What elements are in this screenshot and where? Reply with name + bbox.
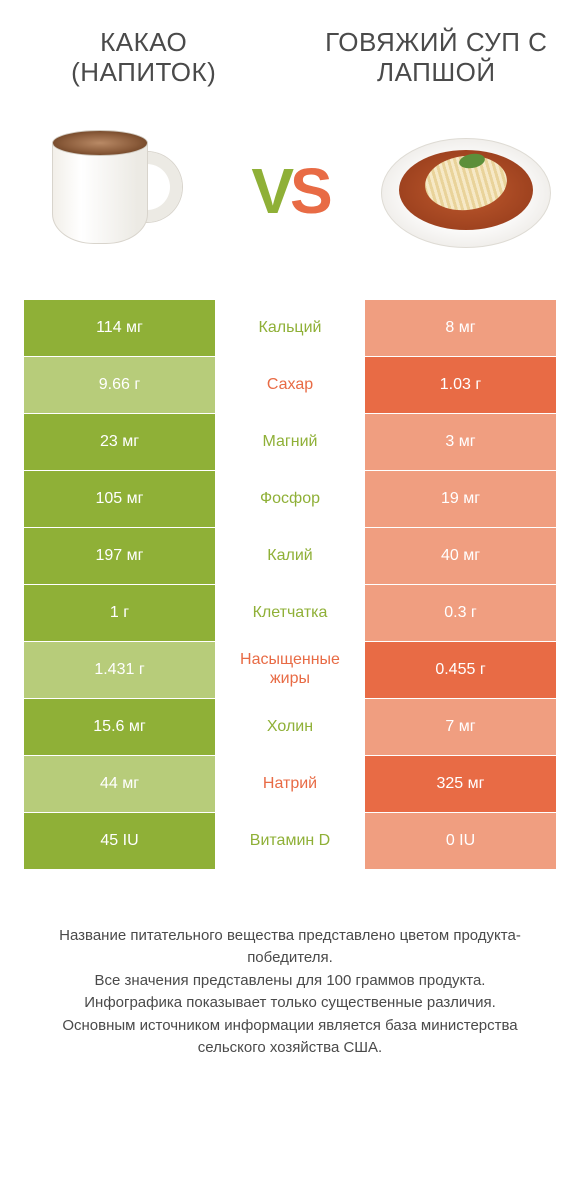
nutrient-label: Фосфор <box>215 471 365 527</box>
left-product-title: КАКАО (НАПИТОК) <box>24 28 263 88</box>
table-row: 23 мгМагний3 мг <box>24 414 556 471</box>
vs-s: S <box>290 155 329 227</box>
nutrient-label: Кальций <box>215 300 365 356</box>
nutrient-label: Натрий <box>215 756 365 812</box>
table-row: 197 мгКалий40 мг <box>24 528 556 585</box>
left-value-cell: 23 мг <box>24 414 215 470</box>
footnote-line: Основным источником информации является … <box>32 1015 548 1060</box>
right-value-cell: 8 мг <box>365 300 556 356</box>
nutrient-label: Сахар <box>215 357 365 413</box>
footnote-line: Инфографика показывает только существенн… <box>32 992 548 1015</box>
vs-v: V <box>251 155 290 227</box>
table-row: 45 IUВитамин D0 IU <box>24 813 556 869</box>
nutrient-label: Калий <box>215 528 365 584</box>
images-row: VS <box>24 116 556 266</box>
table-row: 105 мгФосфор19 мг <box>24 471 556 528</box>
noodle-soup-icon <box>381 126 551 256</box>
nutrient-label: Витамин D <box>215 813 365 869</box>
nutrient-label: Холин <box>215 699 365 755</box>
footnote-line: Все значения представлены для 100 граммо… <box>32 970 548 993</box>
nutrient-label: Клетчатка <box>215 585 365 641</box>
right-value-cell: 325 мг <box>365 756 556 812</box>
right-product-image <box>376 116 556 266</box>
left-value-cell: 45 IU <box>24 813 215 869</box>
comparison-table: 114 мгКальций8 мг9.66 гСахар1.03 г23 мгМ… <box>24 300 556 869</box>
table-row: 9.66 гСахар1.03 г <box>24 357 556 414</box>
right-value-cell: 0.3 г <box>365 585 556 641</box>
footnote-line: Название питательного вещества представл… <box>32 925 548 970</box>
left-value-cell: 1 г <box>24 585 215 641</box>
left-value-cell: 15.6 мг <box>24 699 215 755</box>
left-value-cell: 9.66 г <box>24 357 215 413</box>
table-row: 1.431 гНасыщенные жиры0.455 г <box>24 642 556 699</box>
nutrient-label: Магний <box>215 414 365 470</box>
right-value-cell: 1.03 г <box>365 357 556 413</box>
table-row: 44 мгНатрий325 мг <box>24 756 556 813</box>
right-product-title: ГОВЯЖИЙ СУП С ЛАПШОЙ <box>317 28 556 88</box>
table-row: 1 гКлетчатка0.3 г <box>24 585 556 642</box>
nutrient-label: Насыщенные жиры <box>215 642 365 698</box>
left-value-cell: 1.431 г <box>24 642 215 698</box>
cocoa-mug-icon <box>44 126 184 256</box>
vs-label: VS <box>251 159 328 223</box>
left-value-cell: 105 мг <box>24 471 215 527</box>
right-value-cell: 40 мг <box>365 528 556 584</box>
left-product-image <box>24 116 204 266</box>
right-value-cell: 3 мг <box>365 414 556 470</box>
right-value-cell: 7 мг <box>365 699 556 755</box>
right-value-cell: 19 мг <box>365 471 556 527</box>
table-row: 114 мгКальций8 мг <box>24 300 556 357</box>
right-value-cell: 0.455 г <box>365 642 556 698</box>
titles-row: КАКАО (НАПИТОК) ГОВЯЖИЙ СУП С ЛАПШОЙ <box>24 28 556 88</box>
left-value-cell: 44 мг <box>24 756 215 812</box>
infographic-page: КАКАО (НАПИТОК) ГОВЯЖИЙ СУП С ЛАПШОЙ VS … <box>0 0 580 1060</box>
left-value-cell: 197 мг <box>24 528 215 584</box>
left-value-cell: 114 мг <box>24 300 215 356</box>
table-row: 15.6 мгХолин7 мг <box>24 699 556 756</box>
footnote: Название питательного вещества представл… <box>24 925 556 1060</box>
right-value-cell: 0 IU <box>365 813 556 869</box>
